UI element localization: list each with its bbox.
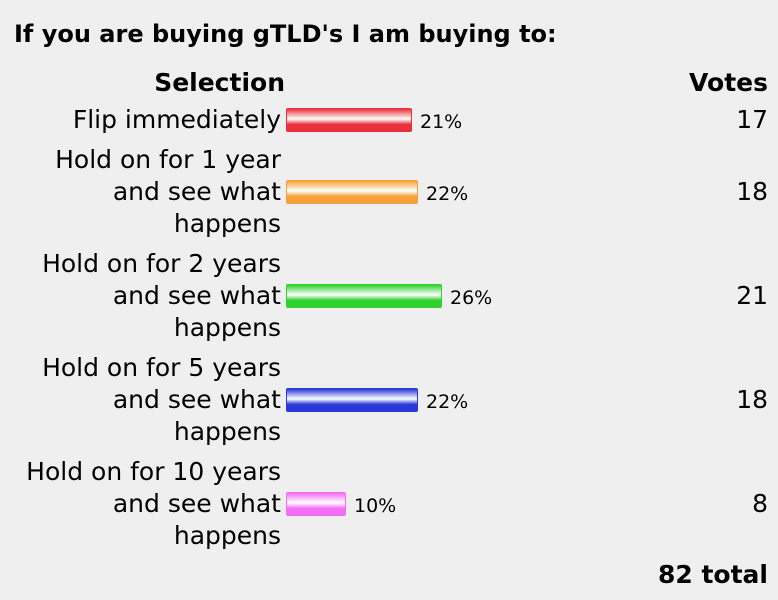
vote-count: 21 xyxy=(736,281,768,310)
poll-option-row: Flip immediately 21% 17 xyxy=(0,104,778,136)
option-label: Hold on for 5 years and see what happens xyxy=(0,352,281,448)
poll-option-row: Hold on for 5 years and see what happens 22… xyxy=(0,352,778,448)
votes-column-header: Votes xyxy=(689,68,768,97)
option-label-line: happens xyxy=(173,521,281,550)
option-label-line: and see what xyxy=(112,385,281,414)
vote-percent: 21% xyxy=(420,111,463,133)
poll-option-row: Hold on for 1 year and see what happens 22%… xyxy=(0,144,778,240)
vote-percent: 10% xyxy=(354,495,397,517)
selection-column-header: Selection xyxy=(154,68,285,97)
vote-share-bar xyxy=(286,284,442,308)
option-label: Hold on for 2 years and see what happens xyxy=(0,248,281,344)
option-label-line: and see what xyxy=(112,177,281,206)
vote-share-bar xyxy=(286,108,412,132)
vote-percent: 26% xyxy=(450,287,493,309)
option-label: Hold on for 10 years and see what happens xyxy=(0,456,281,552)
option-label-line: happens xyxy=(173,313,281,342)
option-label-line: Hold on for 2 years xyxy=(42,249,281,278)
option-label-line: Hold on for 1 year xyxy=(55,145,281,174)
option-label-line: Hold on for 5 years xyxy=(42,353,281,382)
vote-count: 17 xyxy=(736,105,768,134)
vote-count: 18 xyxy=(736,385,768,414)
poll-option-row: Hold on for 2 years and see what happens 26… xyxy=(0,248,778,344)
vote-count: 18 xyxy=(736,177,768,206)
vote-share-bar xyxy=(286,388,418,412)
vote-percent: 22% xyxy=(426,183,469,205)
vote-percent: 22% xyxy=(426,391,469,413)
vote-share-bar xyxy=(286,180,418,204)
vote-share-bar xyxy=(286,492,346,516)
option-label-line: Hold on for 10 years xyxy=(26,457,281,486)
option-label: Hold on for 1 year and see what happens xyxy=(0,144,281,240)
poll-option-row: Hold on for 10 years and see what happens 1… xyxy=(0,456,778,552)
option-label-line: happens xyxy=(173,209,281,238)
option-label-line: and see what xyxy=(112,489,281,518)
poll-title: If you are buying gTLD's I am buying to: xyxy=(14,20,557,48)
option-label-line: happens xyxy=(173,417,281,446)
option-label-line: and see what xyxy=(112,281,281,310)
option-label-line: Flip immediately xyxy=(72,105,281,134)
total-votes: 82 total xyxy=(657,560,768,589)
vote-count: 8 xyxy=(752,489,768,518)
option-label: Flip immediately xyxy=(0,104,281,136)
